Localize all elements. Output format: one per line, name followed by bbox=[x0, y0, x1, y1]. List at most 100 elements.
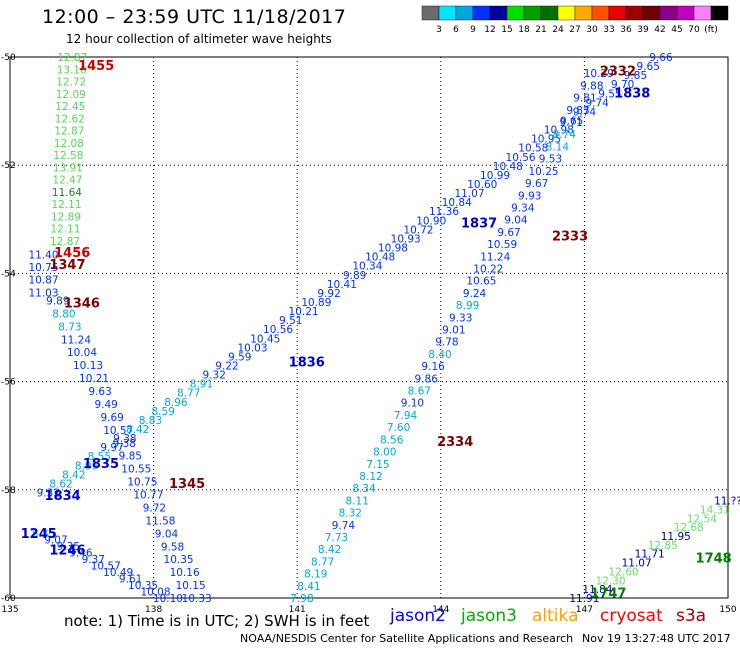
pass-time-label: 1834 bbox=[45, 489, 81, 504]
wave-height-point: 9.92 bbox=[317, 288, 340, 300]
wave-height-point: 11.07 bbox=[454, 188, 484, 200]
x-tick-label: 147 bbox=[576, 605, 593, 615]
wave-height-point: 13.91 bbox=[53, 162, 83, 174]
wave-height-point: 8.42 bbox=[62, 469, 85, 481]
wave-height-point: 7.94 bbox=[394, 410, 418, 422]
wave-height-point: 10.60 bbox=[467, 179, 497, 191]
wave-height-point: 9.53 bbox=[539, 154, 562, 166]
wave-height-point: 9.58 bbox=[161, 541, 184, 553]
pass-time-label: 1836 bbox=[289, 356, 325, 371]
wave-height-point: 10.35 bbox=[128, 580, 158, 592]
wave-height-point: 9.04 bbox=[504, 215, 528, 227]
wave-height-point: 10.95 bbox=[531, 134, 561, 146]
colorbar-label: 36 bbox=[620, 25, 632, 35]
wave-height-point: 9.85 bbox=[624, 70, 647, 82]
wave-height-point: 10.34 bbox=[352, 261, 382, 273]
wave-height-point: 8.42 bbox=[126, 424, 149, 436]
wave-height-point: 11.64 bbox=[52, 187, 82, 199]
wave-height-point: 12.47 bbox=[52, 175, 82, 187]
legend-s3a: s3a bbox=[676, 606, 707, 626]
wave-height-point: 9.63 bbox=[88, 386, 111, 398]
wave-height-point: 9.38 bbox=[113, 438, 136, 450]
wave-height-point: 8.41 bbox=[297, 581, 320, 593]
wave-height-point: 9.85 bbox=[119, 451, 142, 463]
wave-height-point: 10.04 bbox=[67, 347, 97, 359]
wave-height-point: 10.56 bbox=[506, 152, 536, 164]
wave-height-point: 10.13 bbox=[73, 360, 103, 372]
wave-height-point: 8.80 bbox=[52, 308, 75, 320]
colorbar-label: 33 bbox=[603, 25, 614, 35]
wave-height-point: 8.59 bbox=[151, 406, 174, 418]
wave-height-point: 9.78 bbox=[435, 337, 458, 349]
wave-height-point: 14.31 bbox=[700, 504, 730, 516]
wave-height-point: 8.99 bbox=[456, 300, 479, 312]
wave-height-point: 12.45 bbox=[55, 101, 85, 113]
wave-height-point: 11.71 bbox=[635, 549, 665, 561]
wave-height-point: 10.48 bbox=[493, 161, 523, 173]
wave-height-point: 10.49 bbox=[103, 567, 133, 579]
wave-height-point: 7.60 bbox=[387, 422, 410, 434]
wave-height-point: 10.22 bbox=[473, 263, 503, 275]
wave-height-point: 9.22 bbox=[215, 360, 238, 372]
legend-cryosat: cryosat bbox=[600, 606, 663, 626]
colorbar-label: (ft) bbox=[704, 25, 718, 35]
wave-height-point: 12.60 bbox=[609, 566, 639, 578]
wave-height-point: 9.74 bbox=[332, 520, 356, 532]
wave-height-point: 10.16 bbox=[170, 567, 200, 579]
wave-height-point: 9.69 bbox=[100, 412, 123, 424]
wave-height-point: 10.59 bbox=[487, 239, 517, 251]
wave-height-point: 9.49 bbox=[94, 399, 117, 411]
wave-height-point: 7.15 bbox=[366, 459, 389, 471]
wave-height-point: 8.12 bbox=[359, 471, 382, 483]
colorbar-label: 30 bbox=[586, 25, 598, 35]
wave-height-point: 9.65 bbox=[560, 116, 583, 128]
wave-height-point: 9.46 bbox=[69, 548, 93, 560]
wave-height-point: 12.11 bbox=[51, 199, 81, 211]
wave-height-point: 9.89 bbox=[343, 270, 366, 282]
wave-height-point: 9.35 bbox=[57, 541, 80, 553]
wave-height-point: 8.62 bbox=[49, 478, 72, 490]
colorbar-label: 27 bbox=[569, 25, 580, 35]
wave-height-point: 8.34 bbox=[352, 483, 376, 495]
wave-height-point: 8.56 bbox=[380, 434, 404, 446]
wave-height-point: 10.08 bbox=[140, 587, 170, 599]
pass-time-label: 1835 bbox=[83, 457, 119, 472]
x-tick-label: 135 bbox=[1, 605, 18, 615]
wave-height-point: 10.10 bbox=[153, 593, 183, 605]
wave-height-point: 10.48 bbox=[365, 252, 395, 264]
pass-time-label: 1346 bbox=[64, 297, 100, 312]
wave-height-point: 8.14 bbox=[546, 141, 570, 153]
wave-height-point: 9.93 bbox=[518, 190, 541, 202]
wave-height-point: 9.07 bbox=[44, 535, 67, 547]
pass-time-label: 2334 bbox=[437, 435, 473, 450]
wave-height-point: 9.72 bbox=[143, 502, 166, 514]
colorbar-label: 24 bbox=[552, 25, 564, 35]
wave-height-point: 11.84 bbox=[582, 584, 612, 596]
colorbar-label: 3 bbox=[436, 25, 442, 35]
footer-note: note: 1) Time is in UTC; 2) SWH is in fe… bbox=[64, 612, 370, 630]
pass-time-label: 1748 bbox=[696, 551, 732, 566]
wave-height-point: 12.11 bbox=[50, 224, 80, 236]
wave-height-point: 10.57 bbox=[91, 561, 121, 573]
wave-height-point: 8.77 bbox=[311, 556, 334, 568]
wave-height-point: 9.89 bbox=[46, 295, 69, 307]
wave-height-point: 10.55 bbox=[121, 464, 151, 476]
wave-height-point: 9.83 bbox=[566, 105, 589, 117]
wave-height-point: 9.37 bbox=[82, 554, 105, 566]
wave-height-point: 8.73 bbox=[58, 321, 81, 333]
wave-height-point: 10.15 bbox=[176, 580, 206, 592]
wave-height-colorbar: 3 6 9 12 15 18 21 24 27 30 33 36 39 42 45 70 (ft) bbox=[421, 5, 729, 35]
wave-height-point: 10.75 bbox=[127, 477, 157, 489]
wave-height-point: 9.55 bbox=[598, 88, 621, 100]
x-tick-label: 138 bbox=[145, 605, 162, 615]
chart-subtitle: 12 hour collection of altimeter wave hei… bbox=[66, 32, 332, 46]
wave-height-point: 10.33 bbox=[182, 593, 212, 605]
wave-height-point: 12.68 bbox=[674, 522, 704, 534]
wave-height-point: 12.09 bbox=[56, 89, 86, 101]
wave-height-point: 9.33 bbox=[449, 312, 472, 324]
wave-height-point: 9.38 bbox=[113, 433, 136, 445]
wave-height-point: 9.01 bbox=[442, 325, 465, 337]
wave-height-point: 8.95 bbox=[75, 460, 98, 472]
wave-height-point: 12.87 bbox=[54, 126, 84, 138]
wave-height-point: 9.32 bbox=[37, 488, 60, 500]
